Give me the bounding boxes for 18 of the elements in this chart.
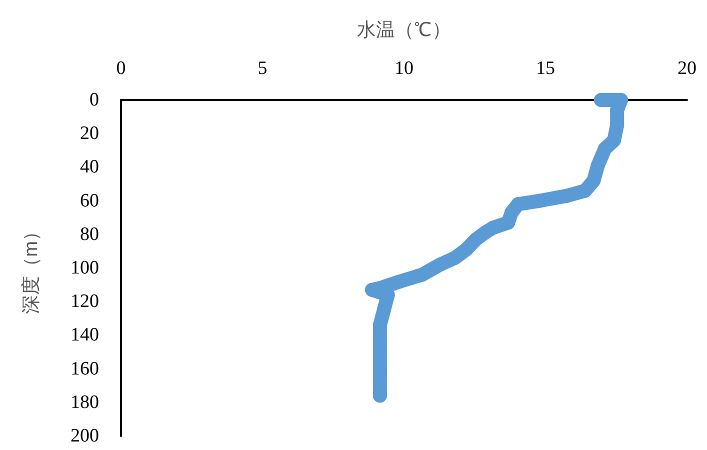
x-tick-label: 15 bbox=[536, 58, 555, 79]
y-tick-label: 180 bbox=[70, 392, 99, 413]
y-tick-label: 20 bbox=[80, 123, 99, 144]
x-tick-label: 5 bbox=[258, 58, 268, 79]
y-tick-label: 140 bbox=[70, 324, 99, 346]
y-tick-label: 60 bbox=[80, 190, 99, 212]
x-tick-label: 0 bbox=[116, 58, 126, 79]
y-tick-label: 0 bbox=[90, 90, 99, 110]
x-tick-label: 10 bbox=[394, 58, 414, 79]
y-tick-label: 120 bbox=[70, 291, 99, 312]
y-tick-label: 200 bbox=[70, 426, 99, 446]
y-tick-label: 80 bbox=[80, 224, 99, 245]
y-tick-label: 40 bbox=[80, 156, 99, 178]
x-axis-title: 水温（℃） bbox=[357, 20, 451, 41]
y-tick-label: 160 bbox=[70, 358, 99, 380]
y-tick-label: 100 bbox=[70, 258, 99, 278]
x-tick-label: 20 bbox=[678, 58, 696, 79]
y-axis-title: 深度（m） bbox=[20, 222, 42, 314]
